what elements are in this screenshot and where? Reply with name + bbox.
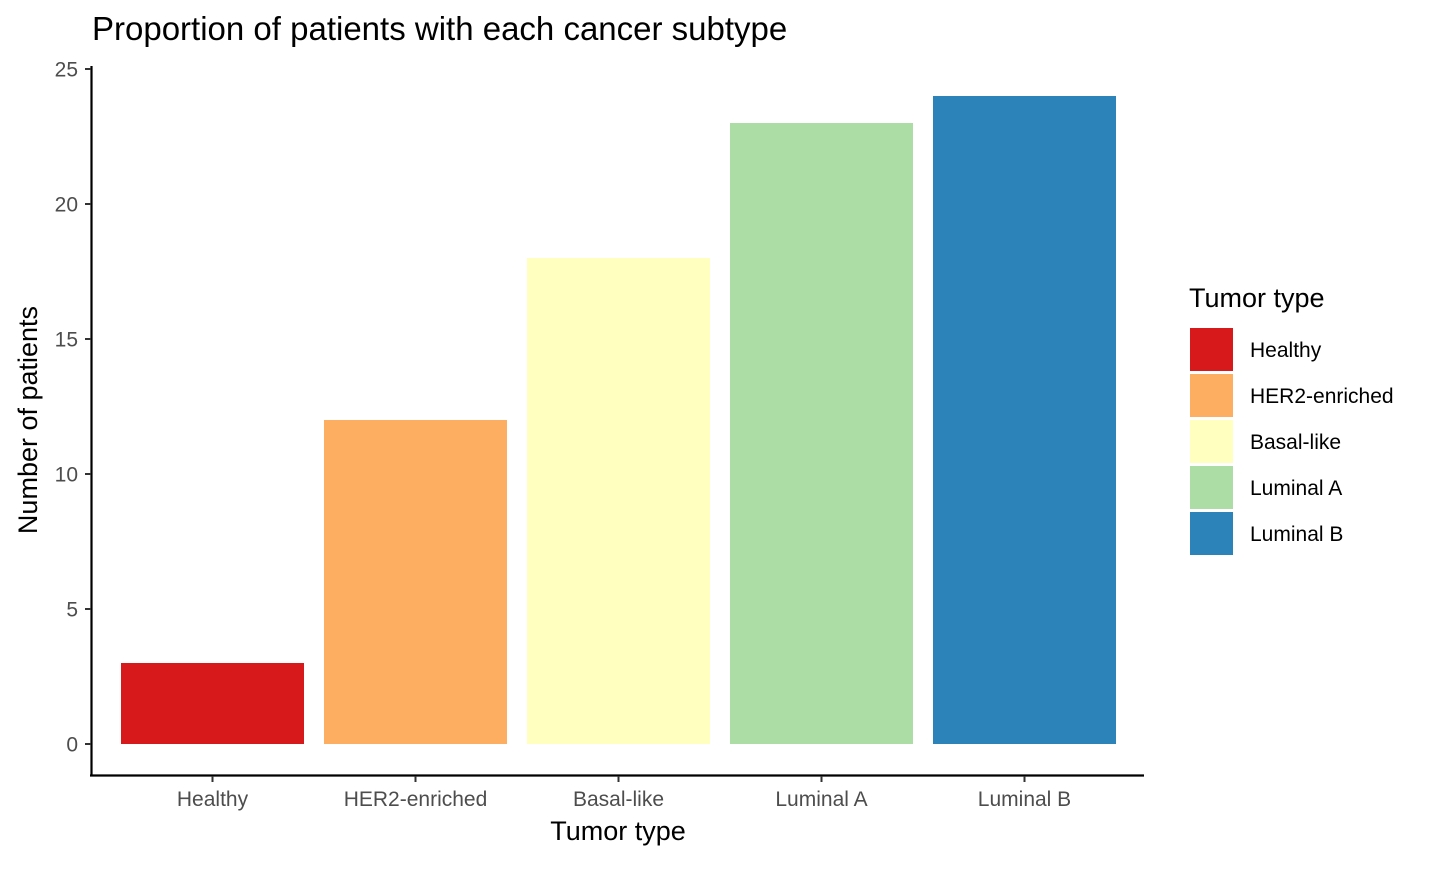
bar-luminal-a [730, 123, 913, 744]
x-tick-label: Basal-like [573, 788, 664, 811]
x-axis-title: Tumor type [550, 816, 686, 846]
legend-label: Luminal A [1250, 477, 1342, 500]
bar-her2-enriched [324, 420, 507, 744]
legend-key-swatch [1190, 374, 1233, 417]
legend-label: Basal-like [1250, 431, 1341, 454]
y-tick-label: 5 [66, 599, 78, 622]
legend-label: Luminal B [1250, 523, 1343, 546]
legend-title: Tumor type [1189, 283, 1325, 313]
bar-luminal-b [933, 96, 1116, 744]
y-tick-label: 10 [55, 464, 78, 487]
legend-label: HER2-enriched [1250, 385, 1394, 408]
y-tick-label: 25 [55, 59, 78, 82]
legend-label: Healthy [1250, 339, 1322, 362]
legend-key-swatch [1190, 420, 1233, 463]
x-tick-label: Luminal A [775, 788, 867, 811]
y-tick-label: 20 [55, 194, 78, 217]
x-tick-label: HER2-enriched [344, 788, 488, 811]
legend: Tumor type Healthy HER2-enriched Basal-lik… [1189, 283, 1394, 555]
legend-key-swatch [1190, 328, 1233, 371]
bar-healthy [121, 663, 304, 744]
bar-basal-like [527, 258, 710, 744]
chart-title: Proportion of patients with each cancer … [92, 10, 787, 47]
y-axis-title: Number of patients [13, 306, 43, 534]
x-axis-ticks: Healthy HER2-enriched Basal-like Luminal A L… [177, 776, 1071, 811]
plot-area [121, 96, 1116, 744]
x-tick-label: Luminal B [978, 788, 1071, 811]
x-tick-label: Healthy [177, 788, 249, 811]
legend-key-swatch [1190, 466, 1233, 509]
y-axis-ticks: 0 5 10 15 20 25 [55, 59, 91, 757]
y-tick-label: 15 [55, 329, 78, 352]
y-tick-label: 0 [66, 734, 78, 757]
legend-items: Healthy HER2-enriched Basal-like Luminal A L… [1190, 328, 1394, 555]
legend-key-swatch [1190, 512, 1233, 555]
